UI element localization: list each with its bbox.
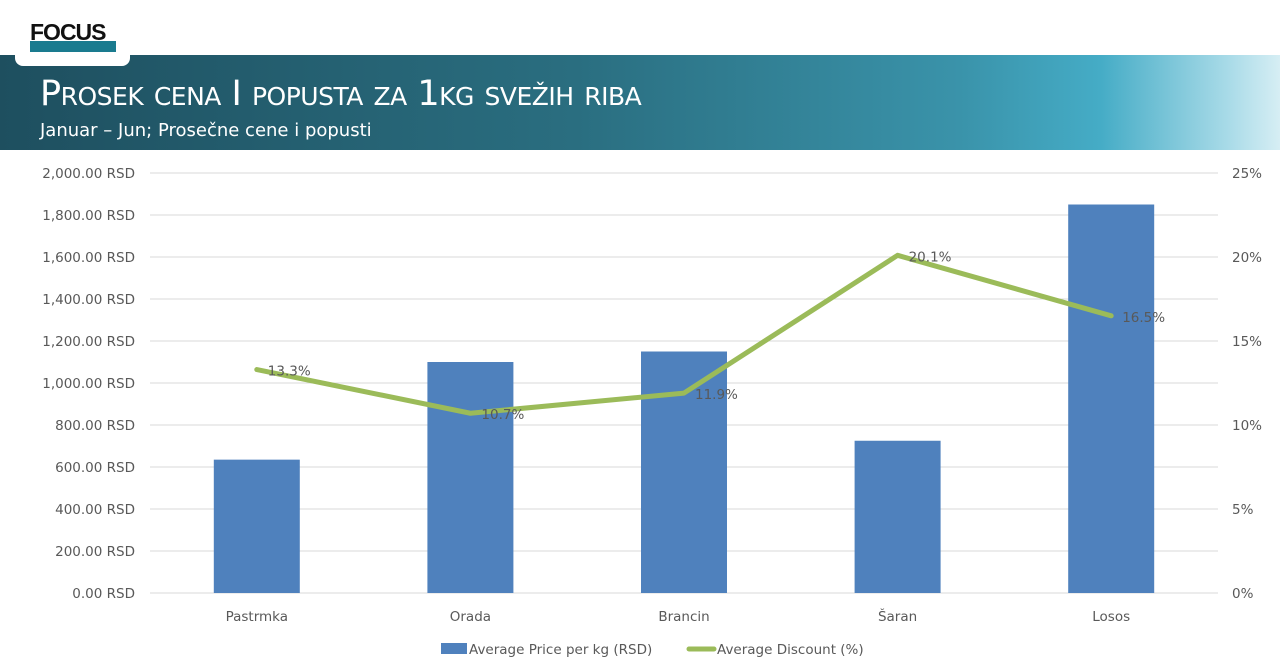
- bar-pastrmka: [213, 459, 300, 593]
- focus-logo: FOCUS: [30, 16, 116, 56]
- bar-šaran: [854, 440, 941, 593]
- y-left-tick-label: 1,200.00 RSD: [42, 334, 135, 350]
- bar-orada: [427, 362, 514, 593]
- data-label: 20.1%: [909, 249, 952, 265]
- y-left-tick-label: 800.00 RSD: [55, 418, 135, 434]
- x-tick-label: Šaran: [878, 607, 917, 625]
- y-right-tick-label: 20%: [1232, 250, 1262, 266]
- logo-bar: [30, 41, 116, 52]
- logo-text: FOCUS: [30, 19, 106, 45]
- y-left-tick-label: 600.00 RSD: [55, 460, 135, 476]
- y-right-tick-label: 10%: [1232, 418, 1262, 434]
- y-right-tick-label: 15%: [1232, 334, 1262, 350]
- y-left-tick-label: 1,000.00 RSD: [42, 376, 135, 392]
- x-tick-label: Orada: [450, 609, 491, 625]
- y-left-tick-label: 400.00 RSD: [55, 502, 135, 518]
- bar-losos: [1068, 204, 1155, 593]
- page-subtitle: Januar – Jun; Prosečne cene i popusti: [40, 120, 372, 141]
- y-left-tick-label: 1,800.00 RSD: [42, 208, 135, 224]
- x-tick-label: Pastrmka: [226, 609, 288, 625]
- legend-label-discount: Average Discount (%): [717, 642, 864, 658]
- logo-tab: [15, 0, 130, 66]
- data-label: 10.7%: [481, 407, 524, 423]
- x-tick-label: Brancin: [658, 609, 709, 625]
- y-right-tick-label: 5%: [1232, 502, 1254, 518]
- discount-line: [254, 252, 1114, 416]
- y-left-tick-label: 0.00 RSD: [72, 586, 135, 602]
- data-label: 16.5%: [1122, 310, 1165, 326]
- y-right-tick-label: 25%: [1232, 166, 1262, 182]
- legend-swatch-price: [441, 643, 467, 654]
- y-left-tick-label: 1,400.00 RSD: [42, 292, 135, 308]
- data-label: 11.9%: [695, 387, 738, 403]
- y-left-tick-label: 200.00 RSD: [55, 544, 135, 560]
- y-right-tick-label: 0%: [1232, 586, 1254, 602]
- data-label: 13.3%: [268, 364, 311, 380]
- x-tick-label: Losos: [1092, 609, 1130, 625]
- header-band: [0, 55, 1280, 150]
- y-left-tick-label: 2,000.00 RSD: [42, 166, 135, 182]
- legend-label-price: Average Price per kg (RSD): [469, 642, 652, 658]
- y-left-tick-label: 1,600.00 RSD: [42, 250, 135, 266]
- page-title: Prosek cena I popusta za 1kg svežih riba: [40, 74, 642, 114]
